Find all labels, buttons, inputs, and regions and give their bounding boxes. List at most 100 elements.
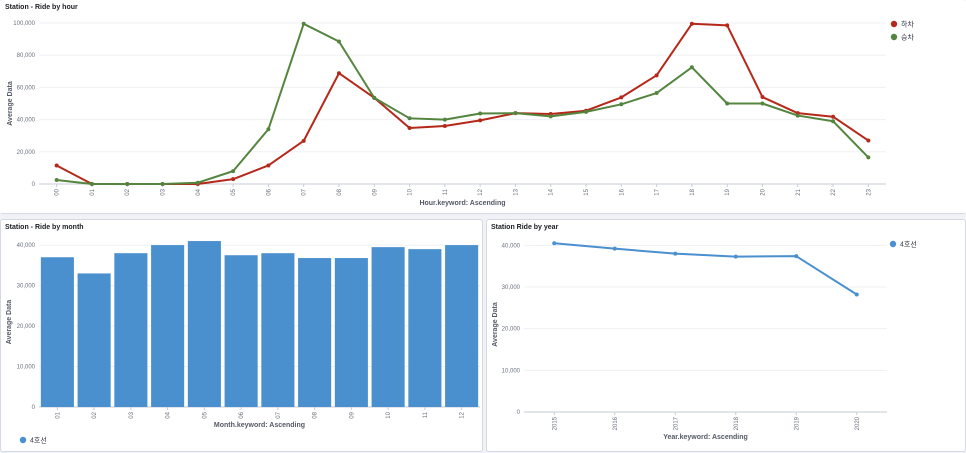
x-axis-title: Month.keyword: Ascending: [214, 422, 305, 429]
y-tick-label: 20,000: [17, 324, 36, 330]
x-tick-label: 12: [460, 411, 466, 418]
data-point: [54, 177, 59, 182]
data-point: [513, 111, 518, 116]
series-line: [56, 22, 869, 185]
data-point: [89, 182, 94, 186]
y-tick-label: 0: [32, 405, 36, 411]
y-tick-label: 20,000: [17, 150, 36, 156]
x-tick-label: 07: [276, 411, 282, 418]
data-point: [673, 251, 678, 256]
data-point: [372, 95, 377, 100]
x-tick-label: 12: [478, 188, 484, 195]
x-tick-label: 2018: [734, 416, 740, 430]
x-tick-label: 01: [55, 411, 61, 418]
legend-label: 4호선: [30, 436, 47, 445]
x-tick-label: 2016: [613, 416, 619, 430]
y-axis-title: Average Data: [492, 302, 499, 347]
data-point: [478, 118, 483, 123]
y-tick-label: 20,000: [502, 327, 521, 333]
data-point: [760, 101, 765, 106]
x-tick-label: 06: [239, 411, 245, 418]
x-tick-label: 11: [423, 411, 429, 418]
data-point: [866, 155, 871, 160]
y-tick-label: 10,000: [502, 368, 521, 374]
x-tick-label: 20: [760, 188, 766, 195]
x-tick-label: 05: [231, 188, 237, 195]
data-point: [160, 182, 165, 186]
x-tick-label: 2017: [673, 416, 679, 430]
x-tick-label: 08: [337, 188, 343, 195]
data-point: [407, 125, 412, 130]
y-tick-label: 60,000: [17, 85, 36, 91]
legend-swatch: [19, 436, 27, 444]
data-point: [266, 127, 271, 132]
panel-title-year: Station Ride by year: [491, 224, 559, 231]
data-point: [612, 246, 617, 251]
data-point: [442, 117, 447, 122]
month-panel: Station - Ride by month 0 10,000 20,000 30,…: [0, 219, 483, 452]
x-tick-label: 22: [831, 188, 837, 195]
x-tick-label: 08: [313, 411, 319, 418]
year-line-chart[interactable]: 0 10,000 20,000 30,000 40,000 2015 2016 2017 201…: [487, 220, 966, 453]
x-tick-label: 09: [372, 188, 378, 195]
x-tick-label: 10: [408, 188, 414, 195]
month-bar-chart[interactable]: 0 10,000 20,000 30,000 40,000 01 02 03 04 05 06 07 0…: [1, 220, 484, 453]
data-point: [407, 116, 412, 121]
legend-label: 4호선: [900, 240, 917, 249]
bar: [334, 258, 368, 407]
bar: [445, 245, 479, 407]
data-point: [584, 109, 589, 114]
x-tick-label: 14: [549, 188, 555, 195]
x-tick-label: 2015: [552, 416, 558, 430]
bar: [261, 253, 295, 407]
x-tick-label: 03: [161, 188, 167, 195]
year-panel: Station Ride by year 0 10,000 20,000 30,000…: [486, 219, 966, 452]
data-point: [654, 73, 659, 78]
bar: [77, 273, 111, 407]
x-axis-title: Hour.keyword: Ascending: [419, 200, 505, 207]
x-tick-label: 06: [266, 188, 272, 195]
x-axis-title: Year.keyword: Ascending: [663, 434, 748, 441]
x-tick-label: 10: [386, 411, 392, 418]
y-tick-label: 80,000: [17, 53, 36, 59]
x-tick-label: 17: [655, 188, 661, 195]
x-tick-label: 21: [796, 188, 802, 195]
legend-swatch: [889, 240, 897, 248]
legend-swatch: [890, 20, 898, 28]
legend-swatch: [890, 33, 898, 41]
x-tick-label: 23: [866, 188, 872, 195]
bar: [40, 257, 74, 407]
data-point: [54, 163, 59, 168]
data-point: [619, 102, 624, 107]
y-tick-label: 0: [32, 182, 36, 188]
data-point: [725, 23, 730, 28]
y-tick-label: 30,000: [17, 284, 36, 290]
bar: [408, 249, 442, 407]
data-point: [478, 111, 483, 116]
hour-line-chart[interactable]: 0 20,000 40,000 60,000 80,000 100,000 00 01 02 03…: [1, 1, 966, 215]
data-point: [619, 95, 624, 100]
data-point: [552, 241, 557, 246]
series-line: [56, 22, 870, 185]
y-axis-title: Average Data: [6, 300, 13, 345]
y-axis-title: Average Data: [7, 81, 14, 126]
data-point: [760, 95, 765, 100]
y-tick-label: 30,000: [502, 285, 521, 291]
data-point: [336, 71, 341, 76]
bar: [187, 241, 221, 407]
data-point: [336, 39, 341, 44]
x-tick-label: 05: [202, 411, 208, 418]
x-tick-label: 2019: [794, 416, 800, 430]
data-point: [195, 180, 200, 185]
panel-title-month: Station - Ride by month: [5, 224, 84, 231]
data-point: [866, 138, 871, 143]
series-line: [554, 242, 858, 296]
x-tick-label: 11: [443, 188, 449, 195]
y-tick-label: 10,000: [17, 365, 36, 371]
data-point: [794, 254, 799, 259]
data-point: [301, 138, 306, 143]
y-tick-label: 40,000: [17, 118, 36, 124]
data-point: [689, 65, 694, 70]
bar: [371, 247, 405, 407]
panel-title-hour: Station - Ride by hour: [5, 4, 78, 11]
